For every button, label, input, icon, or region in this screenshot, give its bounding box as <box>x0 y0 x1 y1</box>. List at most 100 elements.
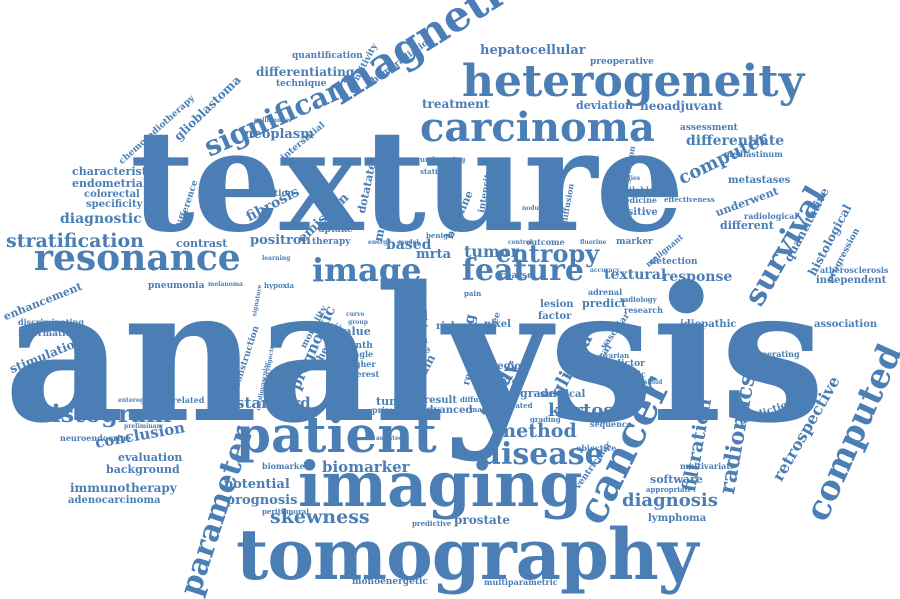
word-surgical: surgical <box>540 389 586 400</box>
word-heterogeneity: heterogeneity <box>462 56 805 107</box>
word-nodule: nodule <box>522 205 546 212</box>
word-value: value <box>338 325 371 338</box>
word-primary: primary <box>372 405 408 415</box>
word-technique: technique <box>276 79 327 89</box>
word-curve: curve <box>346 311 365 318</box>
word-adrenal: adrenal <box>588 287 623 297</box>
word-month: month <box>340 341 373 351</box>
word-benign: benign <box>426 231 454 240</box>
word-effectiveness: effectiveness <box>664 195 715 204</box>
word-skewness: skewness <box>270 506 370 528</box>
word-association: association <box>814 319 878 330</box>
word-radiology: radiology <box>620 295 657 304</box>
word-tomography: tomography <box>236 513 698 596</box>
word-patient: patient <box>236 405 437 464</box>
word-entropy: entropy <box>496 239 600 268</box>
word-fluorine: fluorine <box>580 239 607 246</box>
word-feature: feature <box>462 253 584 288</box>
word-grade: grade <box>520 387 556 400</box>
word-cell: cell <box>404 309 429 323</box>
word-standard: standard <box>236 394 311 412</box>
word-outcome: outcome <box>526 237 565 247</box>
word-endometrial: endometrial <box>72 177 148 190</box>
word-neoplasm: neoplasm <box>244 127 314 142</box>
word-diffuse: diffuse <box>460 395 487 404</box>
word-factor: factor <box>538 311 572 322</box>
word-interest: interest <box>344 369 380 379</box>
word-pathology: pathology <box>132 413 166 420</box>
word-independent: independent <box>816 275 887 286</box>
word-discriminating: discriminating <box>18 317 84 327</box>
word-atherosclerosis: atherosclerosis <box>820 265 889 275</box>
word-assessment: assessment <box>680 123 738 133</box>
word-mrta: mrta <box>416 247 452 262</box>
word-diagnostic: diagnostic <box>60 211 142 227</box>
word-sequence: sequence <box>590 419 632 429</box>
word-texrad: texrad <box>494 375 523 385</box>
word-higher: higher <box>346 359 376 369</box>
word-analysis: analysis <box>4 245 825 464</box>
word-based: based <box>386 237 432 253</box>
word-pixel: pixel <box>484 319 511 330</box>
word-different: different <box>720 219 774 232</box>
word-assisted: assisted <box>376 435 404 442</box>
word-objective: objective <box>576 443 617 453</box>
word-contrast: contrast <box>176 237 228 250</box>
word-prognosis: prognosis <box>226 493 298 508</box>
word-background: background <box>106 463 180 476</box>
word-ctta: ctta <box>404 333 428 346</box>
word-positive: positive <box>614 207 658 218</box>
word-gallbladder: gallbladder <box>254 117 293 124</box>
word-software: software <box>650 473 703 486</box>
word-result: result <box>424 395 457 406</box>
word-threshold: threshold <box>630 379 663 386</box>
word-resonance: resonance <box>34 237 241 279</box>
word-correlated: correlated <box>158 395 205 405</box>
word-specificity: specificity <box>86 199 143 210</box>
word-grading: grading <box>530 415 561 424</box>
word-single: single <box>346 349 374 359</box>
word-medicine: medicine <box>616 195 658 205</box>
word-texture: texture <box>130 100 684 264</box>
word-preliminary: preliminary <box>124 423 164 430</box>
word-neuroendocrine: neuroendocrine <box>60 433 132 443</box>
word-response: response <box>662 269 733 285</box>
word-undergoing: undergoing <box>420 155 466 164</box>
word-accuracy: accuracy <box>590 267 620 274</box>
word-ovarian: ovarian <box>600 351 630 360</box>
word-region: region <box>492 361 529 372</box>
word-characteristic: characteristic <box>72 165 158 178</box>
word-therapy: therapy <box>312 237 351 247</box>
word-group: group <box>348 319 368 326</box>
word-positron: positron <box>250 233 311 248</box>
word-monoenergetic: monoenergetic <box>352 577 428 587</box>
word-diagnosis: diagnosis <box>622 490 718 511</box>
word-deviation: deviation <box>576 99 633 112</box>
word-appropriate: appropriate <box>646 485 693 494</box>
word-lesion: lesion <box>540 299 574 310</box>
word-available: available <box>614 185 654 195</box>
word-control: control <box>508 239 533 246</box>
word-statistical: statistical <box>420 167 459 176</box>
word-evaluation: evaluation <box>118 451 183 464</box>
word-energy: energy <box>368 239 391 246</box>
word-adenocarcinoma: adenocarcinoma <box>68 495 161 506</box>
word-tumor: tumor <box>464 242 520 261</box>
word-differentiating: differentiating <box>256 65 355 79</box>
word-potential: potential <box>224 477 290 492</box>
word-information: information <box>18 329 79 339</box>
word-tumour: tumour <box>376 395 422 408</box>
word-predictor: predictor <box>598 359 645 369</box>
word-risk: risk <box>436 321 458 332</box>
word-disease: disease <box>480 437 604 472</box>
word-machine: machine <box>470 405 504 414</box>
word-colorectal: colorectal <box>84 189 140 200</box>
word-immunotherapy: immunotherapy <box>70 481 177 495</box>
word-studies: studies <box>616 175 641 182</box>
word-correlation: correlation <box>238 189 295 199</box>
word-lymphoma: lymphoma <box>648 513 707 524</box>
word-uptake: uptake <box>318 225 353 235</box>
word-stratification: stratification <box>6 230 144 252</box>
word-treated: treated <box>504 401 533 410</box>
